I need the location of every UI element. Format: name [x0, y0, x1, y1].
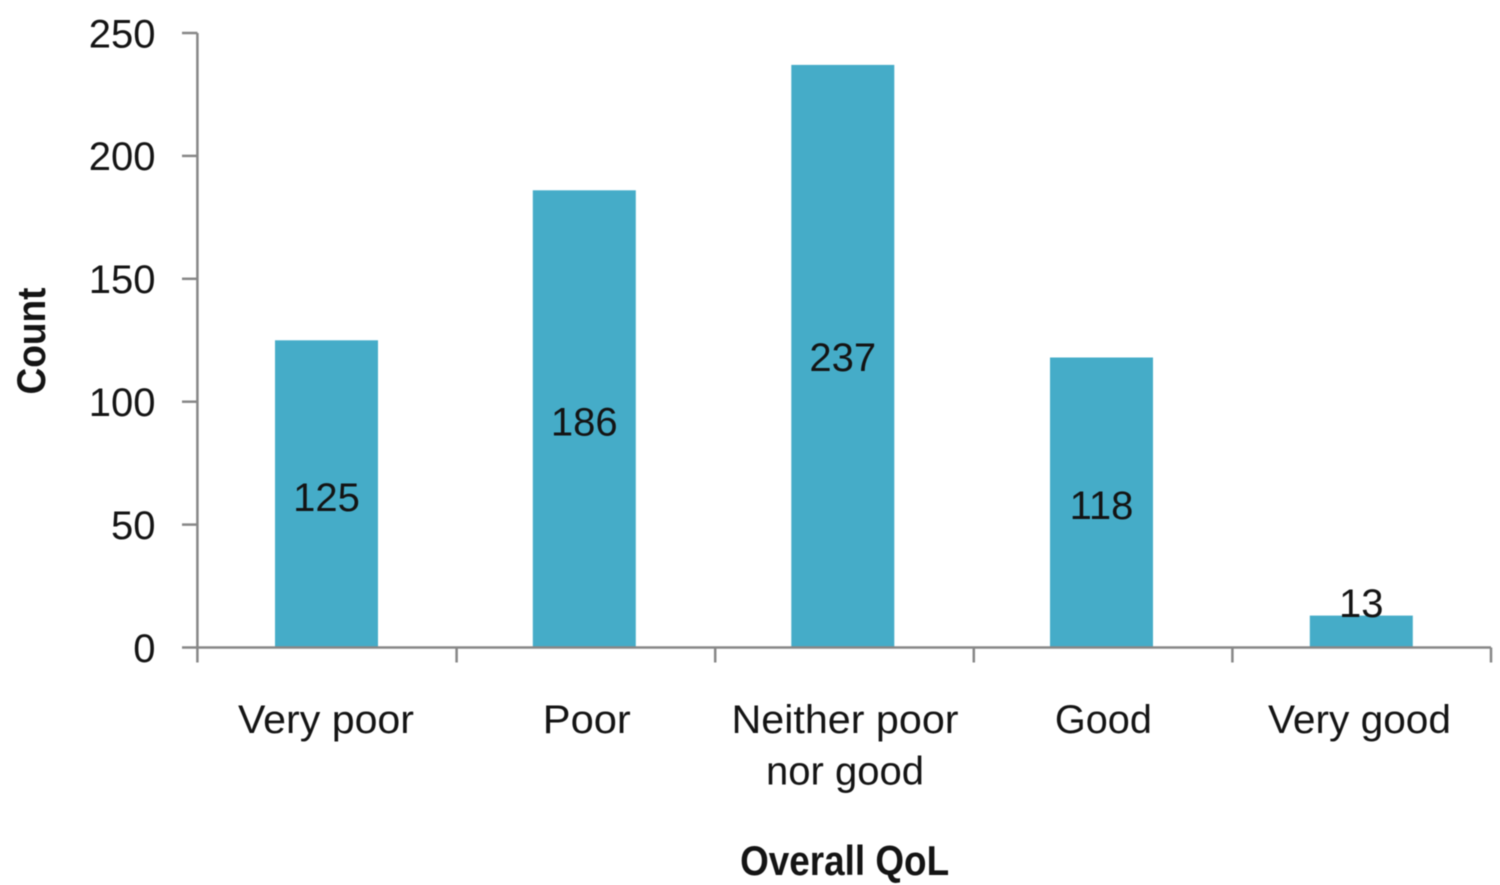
- svg-text:nor good: nor good: [766, 750, 924, 794]
- svg-text:Count: Count: [10, 288, 54, 395]
- svg-text:0: 0: [133, 627, 155, 671]
- svg-text:186: 186: [551, 401, 618, 445]
- svg-text:Very poor: Very poor: [238, 698, 414, 742]
- svg-text:Very good: Very good: [1268, 698, 1451, 742]
- svg-text:50: 50: [111, 504, 156, 548]
- svg-text:125: 125: [293, 476, 360, 520]
- svg-text:150: 150: [89, 258, 156, 302]
- svg-text:Neither poor: Neither poor: [732, 698, 959, 742]
- svg-text:200: 200: [89, 135, 156, 179]
- svg-text:13: 13: [1339, 582, 1384, 626]
- svg-text:118: 118: [1070, 484, 1134, 528]
- svg-text:Overall QoL: Overall QoL: [740, 837, 949, 884]
- svg-text:237: 237: [809, 336, 876, 380]
- svg-text:250: 250: [89, 12, 156, 56]
- svg-text:100: 100: [89, 381, 156, 425]
- svg-text:Good: Good: [1055, 698, 1152, 742]
- svg-text:Poor: Poor: [543, 698, 631, 742]
